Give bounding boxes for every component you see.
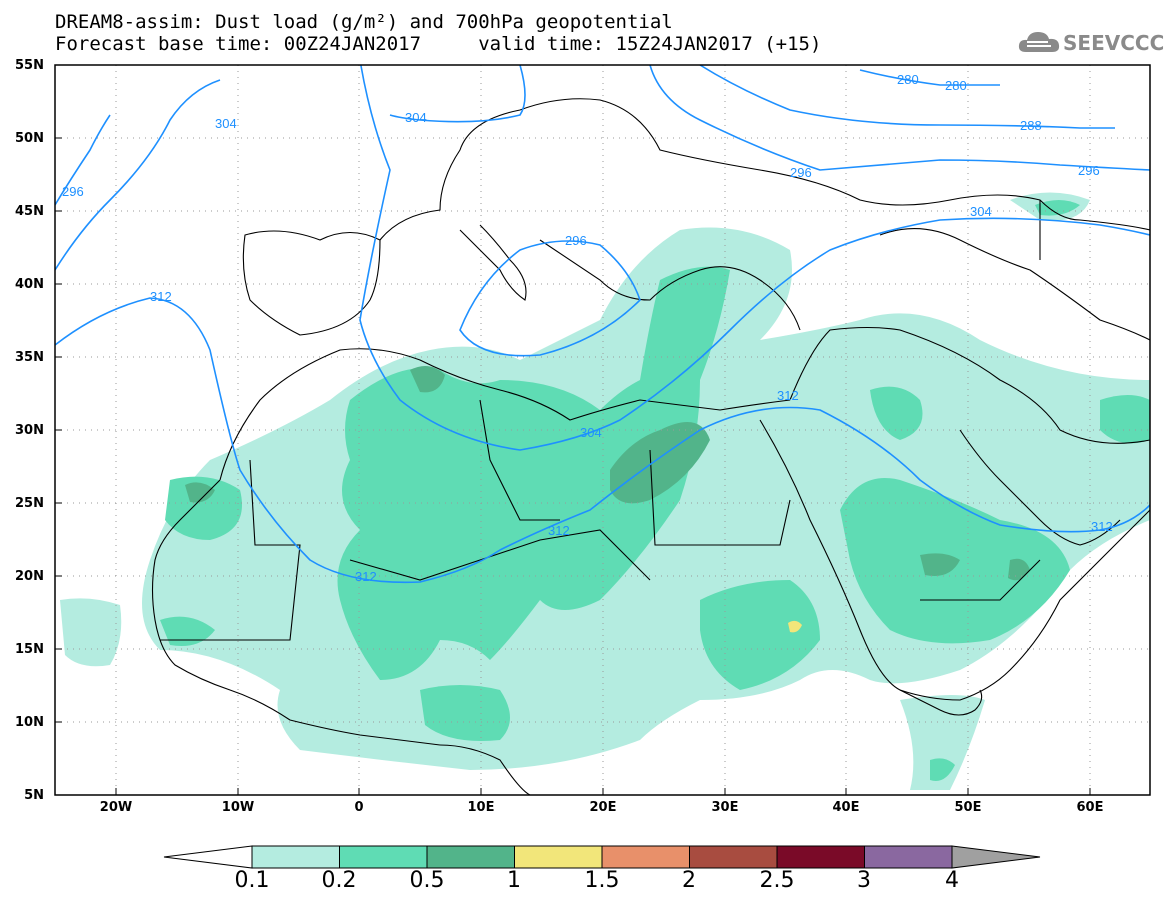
lon-label: 20E (589, 800, 617, 815)
contour-label: 304 (405, 110, 427, 125)
contour-label: 304 (215, 116, 237, 131)
lat-label: 5N (24, 788, 44, 803)
lat-label: 50N (15, 131, 44, 146)
lon-label: 10W (221, 800, 255, 815)
dust-level-high (185, 366, 1030, 581)
contour-label: 280 (945, 78, 967, 93)
contour-label: 296 (565, 233, 587, 248)
lat-label: 55N (15, 58, 44, 73)
colorbar-label: 0.2 (321, 868, 357, 893)
colorbar-label: 3 (857, 868, 871, 893)
contour-label: 304 (970, 204, 992, 219)
contour-labels: 304 296 304 312 296 280 280 288 296 304 … (62, 72, 1113, 584)
lon-label: 60E (1076, 800, 1104, 815)
cloud-icon (1018, 32, 1060, 52)
contour-label: 280 (897, 72, 919, 87)
contour-label: 312 (548, 523, 570, 538)
colorbar-label: 2 (682, 868, 696, 893)
contour-label: 304 (580, 425, 602, 440)
contour-label: 296 (62, 184, 84, 199)
lat-label: 30N (15, 423, 44, 438)
dust-level-peak (788, 620, 802, 633)
colorbar-label: 0.1 (234, 868, 270, 893)
lat-label: 10N (15, 715, 44, 730)
lon-label: 50E (954, 800, 982, 815)
lat-label: 25N (15, 496, 44, 511)
seevccc-logo: SEEVCCC (1018, 28, 1164, 56)
lon-label: 10E (467, 800, 495, 815)
colorbar-label: 4 (945, 868, 959, 893)
lon-label: 0 (354, 800, 364, 815)
colorbar-label: 2.5 (759, 868, 795, 893)
lon-label: 30E (711, 800, 739, 815)
contour-label: 296 (790, 165, 812, 180)
coastlines (151, 98, 1150, 795)
logo-text: SEEVCCC (1063, 31, 1165, 55)
axis-ticks (55, 137, 1091, 795)
contour-label: 288 (1020, 118, 1042, 133)
geopotential-contours (55, 65, 1150, 584)
map-title: DREAM8-assim: Dust load (g/m²) and 700hP… (55, 11, 673, 33)
contour-label: 312 (777, 388, 799, 403)
contour-label: 312 (1091, 519, 1113, 534)
lat-label: 35N (15, 350, 44, 365)
lat-label: 40N (15, 277, 44, 292)
colorbar-label: 0.5 (409, 868, 445, 893)
contour-label: 312 (355, 569, 377, 584)
colorbar-label: 1 (507, 868, 521, 893)
contour-label: 312 (150, 289, 172, 304)
map-subtitle: Forecast base time: 00Z24JAN2017 valid t… (55, 33, 822, 55)
contour-label: 296 (1078, 163, 1100, 178)
lat-label: 15N (15, 642, 44, 657)
lat-label: 45N (15, 204, 44, 219)
graticule (55, 65, 1150, 795)
lon-label: 20W (99, 800, 133, 815)
lat-label: 20N (15, 569, 44, 584)
lon-label: 40E (832, 800, 860, 815)
colorbar-label: 1.5 (584, 868, 620, 893)
